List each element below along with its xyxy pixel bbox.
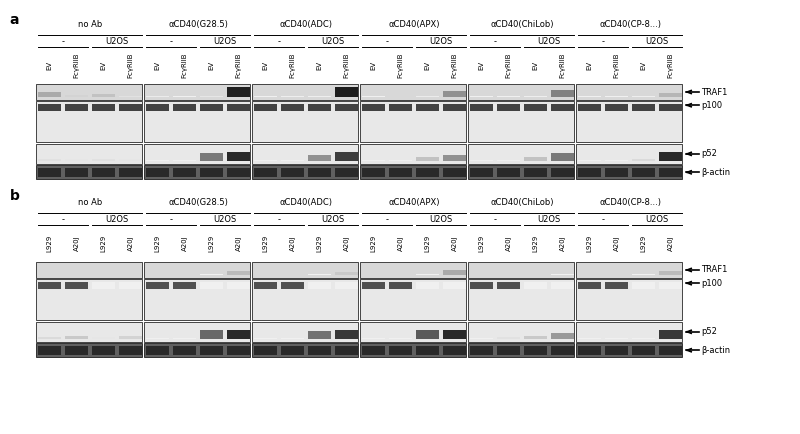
Text: A20J: A20J [235, 235, 242, 251]
Text: L929: L929 [317, 234, 322, 252]
Text: L929: L929 [478, 234, 485, 252]
Text: A20J: A20J [74, 235, 79, 251]
Text: FcγRIIB: FcγRIIB [74, 53, 79, 78]
Text: FcγRIIB: FcγRIIB [127, 53, 134, 78]
Text: -: - [386, 215, 389, 224]
Text: b: b [10, 189, 19, 203]
Text: αCD40(CP-8...): αCD40(CP-8...) [599, 20, 661, 29]
Text: U2OS: U2OS [430, 37, 453, 46]
Text: U2OS: U2OS [430, 215, 453, 224]
Text: FcγRIIB: FcγRIIB [451, 53, 458, 78]
Text: L929: L929 [46, 234, 53, 252]
Text: -: - [278, 215, 281, 224]
Text: L929: L929 [154, 234, 161, 252]
Text: L929: L929 [425, 234, 430, 252]
Text: -: - [494, 37, 497, 46]
Text: p52: p52 [701, 327, 717, 336]
Text: -: - [62, 37, 65, 46]
Text: U2OS: U2OS [106, 215, 129, 224]
Text: αCD40(ChiLob): αCD40(ChiLob) [490, 20, 554, 29]
Text: TRAF1: TRAF1 [701, 266, 727, 274]
Text: A20J: A20J [127, 235, 134, 251]
Text: FcγRIIB: FcγRIIB [667, 53, 674, 78]
Text: U2OS: U2OS [214, 37, 237, 46]
Text: A20J: A20J [559, 235, 566, 251]
Text: TRAF1: TRAF1 [701, 88, 727, 96]
Text: αCD40(APX): αCD40(APX) [388, 198, 440, 207]
Text: FcγRIIB: FcγRIIB [614, 53, 619, 78]
Text: αCD40(ADC): αCD40(ADC) [279, 20, 333, 29]
Text: FcγRIIB: FcγRIIB [343, 53, 350, 78]
Text: FcγRIIB: FcγRIIB [559, 53, 566, 78]
Text: U2OS: U2OS [646, 215, 669, 224]
Text: p52: p52 [701, 149, 717, 158]
Text: -: - [602, 37, 605, 46]
Text: EV: EV [101, 60, 106, 70]
Text: A20J: A20J [667, 235, 674, 251]
Text: αCD40(CP-8...): αCD40(CP-8...) [599, 198, 661, 207]
Text: A20J: A20J [290, 235, 295, 251]
Text: αCD40(G28.5): αCD40(G28.5) [168, 20, 228, 29]
Text: EV: EV [262, 60, 269, 70]
Text: -: - [170, 215, 173, 224]
Text: -: - [386, 37, 389, 46]
Text: -: - [170, 37, 173, 46]
Text: p100: p100 [701, 279, 722, 288]
Text: αCD40(ADC): αCD40(ADC) [279, 198, 333, 207]
Text: A20J: A20J [343, 235, 350, 251]
Text: L929: L929 [641, 234, 646, 252]
Text: U2OS: U2OS [538, 215, 561, 224]
Text: EV: EV [425, 60, 430, 70]
Text: A20J: A20J [506, 235, 511, 251]
Text: EV: EV [209, 60, 214, 70]
Text: -: - [494, 215, 497, 224]
Text: L929: L929 [533, 234, 538, 252]
Text: U2OS: U2OS [214, 215, 237, 224]
Text: A20J: A20J [398, 235, 403, 251]
Text: -: - [278, 37, 281, 46]
Text: L929: L929 [209, 234, 214, 252]
Text: EV: EV [533, 60, 538, 70]
Text: A20J: A20J [451, 235, 458, 251]
Text: EV: EV [154, 60, 161, 70]
Text: no Ab: no Ab [78, 20, 102, 29]
Text: A20J: A20J [182, 235, 187, 251]
Text: -: - [602, 215, 605, 224]
Text: U2OS: U2OS [106, 37, 129, 46]
Text: FcγRIIB: FcγRIIB [398, 53, 403, 78]
Text: U2OS: U2OS [322, 215, 345, 224]
Text: EV: EV [317, 60, 322, 70]
Text: U2OS: U2OS [646, 37, 669, 46]
Text: FcγRIIB: FcγRIIB [235, 53, 242, 78]
Text: U2OS: U2OS [538, 37, 561, 46]
Text: αCD40(G28.5): αCD40(G28.5) [168, 198, 228, 207]
Text: -: - [62, 215, 65, 224]
Text: p100: p100 [701, 101, 722, 110]
Text: EV: EV [478, 60, 485, 70]
Text: A20J: A20J [614, 235, 619, 251]
Text: EV: EV [641, 60, 646, 70]
Text: a: a [10, 13, 19, 27]
Text: β-actin: β-actin [701, 346, 730, 355]
Text: L929: L929 [586, 234, 593, 252]
Text: no Ab: no Ab [78, 198, 102, 207]
Text: EV: EV [370, 60, 377, 70]
Text: β-actin: β-actin [701, 168, 730, 177]
Text: EV: EV [586, 60, 593, 70]
Text: FcγRIIB: FcγRIIB [290, 53, 295, 78]
Text: U2OS: U2OS [322, 37, 345, 46]
Text: L929: L929 [262, 234, 269, 252]
Text: FcγRIIB: FcγRIIB [506, 53, 511, 78]
Text: αCD40(ChiLob): αCD40(ChiLob) [490, 198, 554, 207]
Text: FcγRIIB: FcγRIIB [182, 53, 187, 78]
Text: αCD40(APX): αCD40(APX) [388, 20, 440, 29]
Text: L929: L929 [101, 234, 106, 252]
Text: EV: EV [46, 60, 53, 70]
Text: L929: L929 [370, 234, 377, 252]
